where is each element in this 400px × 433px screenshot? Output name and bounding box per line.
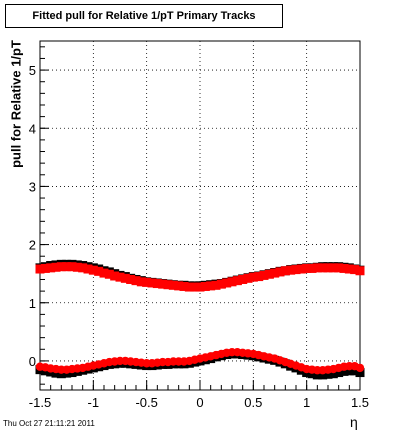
data-point [334, 368, 344, 378]
data-point [222, 278, 232, 288]
timestamp: Thu Oct 27 21:11:21 2011 [3, 419, 95, 428]
data-point [339, 263, 349, 273]
data-point [264, 269, 274, 279]
data-point [35, 264, 45, 274]
data-point [248, 272, 258, 282]
data-point [147, 278, 157, 288]
data-point [174, 281, 184, 291]
data-point [120, 273, 130, 283]
data-point [72, 262, 82, 272]
data-point [355, 266, 365, 276]
data-point [104, 269, 114, 279]
data-point [56, 262, 66, 272]
y-tick-label: 4 [29, 121, 36, 136]
y-tick-label: 0 [29, 354, 36, 369]
data-point [227, 277, 237, 287]
data-point [318, 263, 328, 273]
data-point [163, 280, 173, 290]
data-point [131, 276, 141, 286]
data-point [243, 273, 253, 283]
y-tick-label: 1 [29, 296, 36, 311]
data-point [62, 262, 72, 272]
data-point [110, 271, 120, 281]
data-point [88, 265, 98, 275]
data-point [211, 280, 221, 290]
data-point [126, 274, 136, 284]
data-point [152, 279, 162, 289]
data-point [200, 281, 210, 291]
x-tick-label: 0 [196, 395, 203, 410]
data-point [254, 272, 264, 282]
data-point [350, 265, 360, 275]
data-point [296, 264, 306, 274]
data-point [115, 272, 125, 282]
data-point [190, 282, 200, 292]
data-point [206, 281, 216, 291]
data-point [46, 263, 56, 273]
data-point [238, 274, 248, 284]
tick-labels: -1.5 -1 -0.5 0 0.5 1 1.5 0 1 2 3 4 5 [29, 63, 369, 410]
data-point [323, 369, 333, 379]
data-point [142, 277, 152, 287]
x-tick-label: 1.5 [351, 395, 369, 410]
data-point [339, 366, 349, 376]
y-tick-label: 3 [29, 179, 36, 194]
x-tick-label: 1 [303, 395, 310, 410]
data-point [40, 263, 50, 273]
data-point [344, 264, 354, 274]
x-tick-label: -1 [88, 395, 100, 410]
data-point [94, 266, 104, 276]
data-point [307, 263, 317, 273]
chart-title: Fitted pull for Relative 1/pT Primary Tr… [5, 4, 283, 28]
data-point [344, 366, 354, 376]
data-point [328, 263, 338, 273]
data-point [179, 281, 189, 291]
data-point [184, 282, 194, 292]
y-tick-label: 2 [29, 238, 36, 253]
data-point [334, 263, 344, 273]
series-3 [35, 347, 365, 375]
data-point [232, 276, 242, 286]
data-point [99, 268, 109, 278]
data-point [280, 266, 290, 276]
data-point [67, 262, 77, 272]
data-point [312, 263, 322, 273]
data-point [318, 370, 328, 380]
data-point [323, 263, 333, 273]
y-tick-label: 5 [29, 63, 36, 78]
data-points [35, 259, 365, 380]
frame [39, 40, 361, 391]
x-tick-label: 0.5 [244, 395, 262, 410]
data-point [328, 369, 338, 379]
data-point [168, 280, 178, 290]
data-point [78, 263, 88, 273]
series-1 [35, 262, 365, 292]
x-axis-label: η [350, 414, 358, 430]
data-point [195, 282, 205, 292]
data-point [158, 279, 168, 289]
data-point [259, 270, 269, 280]
data-point [355, 363, 365, 373]
data-point [136, 277, 146, 287]
y-axis-label: pull for Relative 1/pT [8, 40, 24, 168]
data-point [355, 368, 365, 378]
data-point [291, 265, 301, 275]
axis-ticks [39, 46, 361, 390]
x-tick-label: -1.5 [29, 395, 51, 410]
data-point [275, 267, 285, 277]
data-point [83, 264, 93, 274]
data-point [350, 366, 360, 376]
data-point [216, 279, 226, 289]
data-point [286, 265, 296, 275]
data-point [312, 370, 322, 380]
data-point [270, 268, 280, 278]
data-point [51, 262, 61, 272]
data-point [302, 263, 312, 273]
x-tick-label: -0.5 [135, 395, 157, 410]
